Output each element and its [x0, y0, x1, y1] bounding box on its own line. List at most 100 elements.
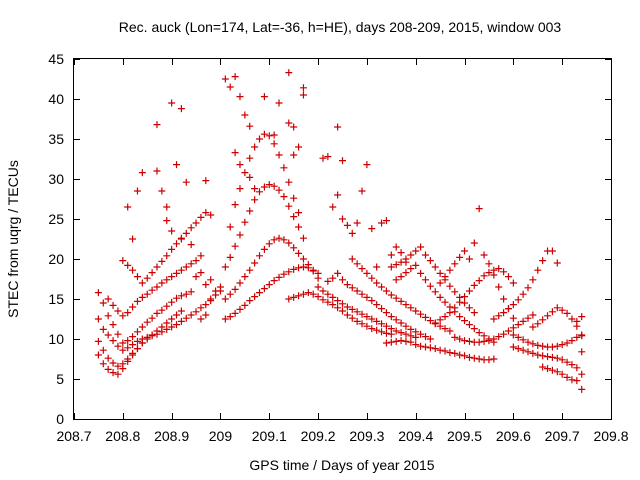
data-point	[251, 259, 259, 267]
data-point	[129, 266, 137, 274]
data-point	[153, 283, 161, 291]
data-point	[548, 343, 556, 351]
chart-title: Rec. auck (Lon=174, Lat=-36, h=HE), days…	[119, 19, 562, 35]
data-point	[153, 121, 161, 129]
data-point	[334, 269, 342, 277]
data-point	[124, 344, 132, 352]
data-point	[339, 276, 346, 284]
data-point	[216, 287, 224, 295]
data-point	[197, 213, 205, 221]
data-point	[465, 255, 473, 263]
data-point	[480, 251, 488, 259]
data-point	[329, 301, 337, 309]
data-point	[407, 338, 415, 346]
data-point	[470, 354, 478, 362]
y-tick-label: 20	[48, 251, 64, 267]
data-point	[280, 164, 288, 172]
y-tick-label: 5	[56, 371, 64, 387]
data-point	[382, 322, 390, 330]
data-point	[485, 337, 493, 345]
data-point	[436, 269, 444, 277]
data-point	[265, 281, 273, 289]
data-point	[509, 324, 517, 332]
data-point	[529, 276, 537, 284]
data-point	[265, 132, 273, 140]
data-point	[339, 300, 346, 308]
data-point	[412, 247, 420, 255]
data-point	[295, 292, 303, 300]
data-point	[573, 377, 581, 385]
data-point	[568, 361, 576, 369]
data-point	[143, 335, 151, 343]
data-point	[407, 265, 415, 273]
data-point	[104, 331, 112, 339]
data-point	[236, 305, 244, 313]
data-point	[285, 178, 293, 186]
data-point	[246, 207, 254, 215]
data-point	[226, 83, 234, 91]
data-point	[456, 313, 464, 321]
data-point	[524, 348, 532, 356]
data-point	[231, 149, 239, 157]
data-point	[124, 337, 132, 345]
data-point	[329, 203, 337, 211]
data-point	[446, 349, 454, 357]
data-point	[104, 295, 112, 303]
data-point	[182, 229, 190, 237]
data-point	[207, 295, 215, 303]
data-point	[475, 277, 483, 285]
data-point	[275, 234, 283, 242]
data-point	[207, 276, 215, 284]
data-point	[378, 219, 386, 227]
data-point	[573, 317, 581, 325]
x-tick-label: 209.8	[593, 428, 628, 444]
data-point	[246, 122, 254, 130]
data-point	[168, 273, 176, 281]
data-point	[475, 329, 483, 337]
data-point	[475, 355, 483, 363]
data-point	[163, 203, 171, 211]
data-point	[324, 153, 332, 161]
data-point	[226, 290, 234, 298]
data-point	[231, 73, 239, 81]
data-point	[158, 279, 166, 287]
data-point	[495, 265, 503, 273]
data-point	[436, 279, 444, 287]
data-point	[392, 261, 400, 269]
data-point	[529, 349, 537, 357]
data-point	[94, 351, 102, 359]
data-point	[387, 251, 395, 259]
data-point	[221, 75, 229, 83]
x-tick-label: 209.7	[545, 428, 580, 444]
data-point	[417, 243, 425, 251]
data-point	[99, 325, 107, 333]
data-point	[553, 342, 561, 350]
data-point	[495, 312, 503, 320]
data-point	[495, 333, 503, 341]
data-point	[407, 251, 415, 259]
data-point	[514, 296, 522, 304]
data-point	[163, 319, 171, 327]
data-point	[500, 330, 508, 338]
x-tick-label: 209.1	[252, 428, 287, 444]
data-point	[441, 313, 449, 321]
data-point	[251, 293, 259, 301]
data-point	[246, 297, 254, 305]
data-point	[461, 337, 469, 345]
data-point	[461, 247, 469, 255]
data-point	[285, 239, 293, 247]
data-point	[202, 177, 210, 185]
data-series-stec	[94, 69, 586, 393]
data-point	[129, 333, 137, 341]
data-point	[553, 354, 561, 362]
data-point	[153, 263, 161, 271]
data-point	[148, 314, 156, 322]
data-point	[363, 322, 371, 330]
data-point	[412, 261, 420, 269]
data-point	[544, 312, 552, 320]
data-point	[446, 327, 454, 335]
y-axis: 0 5 10 15 20 25 30 35 40 45	[48, 51, 611, 427]
data-point	[563, 358, 571, 366]
data-point	[363, 293, 371, 301]
data-point	[138, 339, 146, 347]
